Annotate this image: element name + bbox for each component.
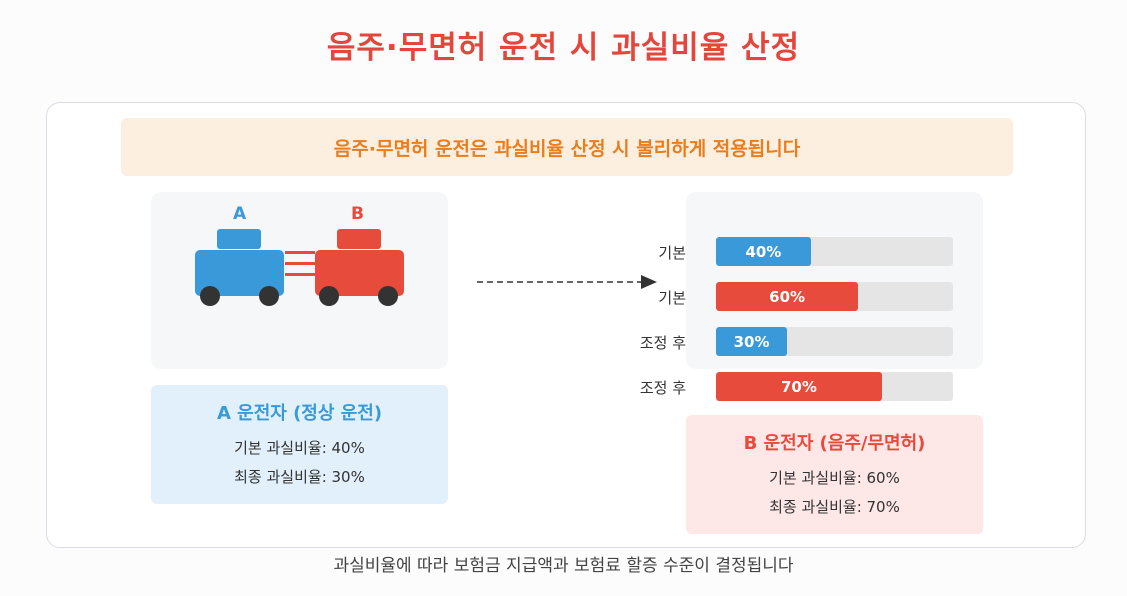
bar-label-b-base: 기본 [658, 289, 686, 307]
bar-track-b-adjusted: 70% [716, 372, 953, 401]
driver-a-heading: A 운전자 (정상 운전) [216, 403, 383, 424]
driver-a-base-ratio: 기본 과실비율: 40% [234, 439, 365, 457]
bar-track-b-base: 60% [716, 282, 953, 311]
bar-b-adjusted: 70% [716, 372, 882, 401]
car-b-icon [315, 229, 404, 306]
impact-lines [285, 251, 315, 276]
driver-b-base-ratio: 기본 과실비율: 60% [769, 469, 900, 487]
collision-illustration [195, 229, 404, 306]
bar-b-base: 60% [716, 282, 859, 311]
bar-a-adjusted: 30% [716, 327, 788, 356]
driver-b-heading: B 운전자 (음주/무면허) [743, 433, 926, 454]
car-b-label: B [351, 204, 364, 224]
bar-label-a-adjusted: 조정 후 [639, 334, 686, 352]
bar-track-a-base: 40% [716, 237, 953, 266]
footer-note: 과실비율에 따라 보험금 지급액과 보험료 할증 수준이 결정됩니다 [333, 556, 794, 576]
driver-b-final-ratio: 최종 과실비율: 70% [769, 498, 900, 516]
warning-banner: 음주·무면허 운전은 과실비율 산정 시 불리하게 적용됩니다 [121, 118, 1013, 176]
bar-a-base: 40% [716, 237, 811, 266]
arrow-icon [477, 275, 657, 289]
bar-label-a-base: 기본 [658, 244, 686, 262]
page-title: 음주·무면허 운전 시 과실비율 산정 [326, 30, 801, 66]
bar-track-a-adjusted: 30% [716, 327, 953, 356]
driver-a-info: A 운전자 (정상 운전) 기본 과실비율: 40% 최종 과실비율: 30% [151, 385, 448, 504]
car-a-icon [195, 229, 284, 306]
bar-label-b-adjusted: 조정 후 [639, 379, 686, 397]
driver-b-info: B 운전자 (음주/무면허) 기본 과실비율: 60% 최종 과실비율: 70% [686, 415, 983, 534]
car-a-label: A [233, 204, 247, 224]
driver-a-final-ratio: 최종 과실비율: 30% [234, 468, 365, 486]
